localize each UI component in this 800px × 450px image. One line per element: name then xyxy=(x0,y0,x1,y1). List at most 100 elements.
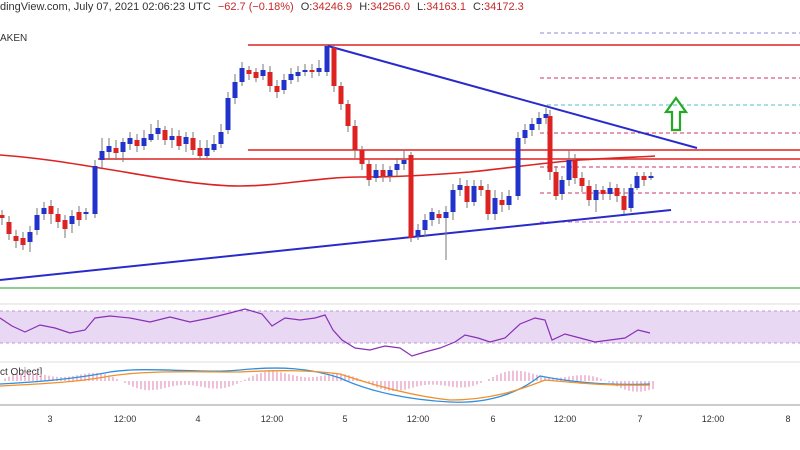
candle-body xyxy=(429,212,435,220)
x-tick-label: 12:00 xyxy=(406,414,430,424)
candle-body xyxy=(515,138,521,196)
candle-body xyxy=(20,238,26,245)
exchange-label: AKEN xyxy=(0,33,28,44)
candle-body xyxy=(579,178,585,186)
candle-body xyxy=(506,196,512,205)
candle-body xyxy=(543,114,549,118)
header-source: dingView.com, July 07, 2021 02:06:23 UTC xyxy=(0,1,211,13)
candle-body xyxy=(366,164,372,180)
candle-body xyxy=(197,148,203,156)
macd-line xyxy=(0,367,651,403)
candle-body xyxy=(572,160,578,178)
rsi-band xyxy=(0,311,800,343)
candle-body xyxy=(106,146,112,152)
candle-body xyxy=(267,72,273,86)
candle-body xyxy=(422,220,428,230)
candle-body xyxy=(614,188,620,196)
candle-body xyxy=(69,216,75,224)
candle-body xyxy=(345,104,351,126)
candle-body xyxy=(478,186,484,190)
candle-body xyxy=(141,138,147,146)
candle-body xyxy=(485,190,491,214)
candle-body xyxy=(387,170,393,176)
x-tick-label: 5 xyxy=(342,414,348,424)
candle-body xyxy=(464,186,470,202)
candle-body xyxy=(492,198,498,214)
candle-body xyxy=(408,155,414,238)
header-high-label: H: xyxy=(359,1,371,13)
candle-body xyxy=(120,142,126,152)
candle-body xyxy=(48,206,54,214)
rsi-line xyxy=(0,308,651,357)
candle-body xyxy=(634,176,640,188)
oscillator-label: ct Object] xyxy=(0,367,43,378)
candle-body xyxy=(281,80,287,90)
header-open-label: O: xyxy=(300,1,313,13)
candle-body xyxy=(324,46,330,72)
candle-body xyxy=(76,212,82,220)
candle-body xyxy=(239,68,245,82)
candle-body xyxy=(621,196,627,210)
candle-body xyxy=(41,208,47,214)
candle-body xyxy=(536,118,542,124)
candle-body xyxy=(309,70,315,72)
candle-body xyxy=(274,86,280,92)
candle-body xyxy=(607,188,613,194)
candle-body xyxy=(13,236,19,241)
descending-trendline xyxy=(327,45,698,149)
candle-body xyxy=(0,215,5,218)
candle-body xyxy=(218,132,224,144)
candle-body xyxy=(600,190,606,194)
candle-body xyxy=(176,136,182,146)
candle-body xyxy=(27,232,33,242)
candle-body xyxy=(450,190,456,212)
candle-body xyxy=(352,126,358,150)
header-low-label: L: xyxy=(417,1,427,13)
header-change: −62.7 (−0.18%) xyxy=(217,1,294,13)
candle-body xyxy=(295,72,301,76)
header-close-label: C: xyxy=(473,1,485,13)
x-tick-label: 6 xyxy=(490,414,496,424)
candle-body xyxy=(183,137,189,144)
x-tick-label: 12:00 xyxy=(553,414,577,424)
candle-body xyxy=(457,185,463,190)
candle-body xyxy=(338,86,344,104)
candle-body xyxy=(260,70,266,76)
candle-body xyxy=(648,176,654,178)
x-tick-label: 12:00 xyxy=(113,414,137,424)
candle-body xyxy=(359,150,365,164)
candle-body xyxy=(566,160,572,180)
candle-body xyxy=(155,128,161,134)
chart-header: dingView.com, July 07, 2021 02:06:23 UTC… xyxy=(0,1,528,17)
x-tick-label: 12:00 xyxy=(260,414,284,424)
candle-body xyxy=(641,176,647,180)
x-tick-label: 12:00 xyxy=(701,414,725,424)
candle-body xyxy=(253,72,259,78)
candle-body xyxy=(553,172,559,196)
candle-body xyxy=(373,170,379,178)
candle-body xyxy=(471,186,477,202)
ascending-trendline xyxy=(0,209,672,281)
header-low-value: 34163.1 xyxy=(426,1,466,13)
candle-body xyxy=(316,68,322,72)
candle-body xyxy=(99,151,105,160)
candle-body xyxy=(225,98,231,130)
candle-body xyxy=(246,70,252,74)
header-high-value: 34256.0 xyxy=(370,1,410,13)
candle-body xyxy=(529,124,535,130)
header-open-value: 34246.9 xyxy=(312,1,353,13)
x-tick-label: 7 xyxy=(637,414,643,424)
candle-body xyxy=(62,220,68,229)
candle-body xyxy=(415,230,421,236)
candle-body xyxy=(628,188,634,208)
candle-body xyxy=(302,70,308,72)
candle-body xyxy=(55,214,61,222)
candle-body xyxy=(127,138,133,144)
candle-body xyxy=(443,212,449,218)
candle-body xyxy=(204,148,210,156)
candle-body xyxy=(559,180,565,194)
candle-body xyxy=(92,166,98,214)
x-tick-label: 4 xyxy=(195,414,201,424)
candle-body xyxy=(6,222,12,234)
